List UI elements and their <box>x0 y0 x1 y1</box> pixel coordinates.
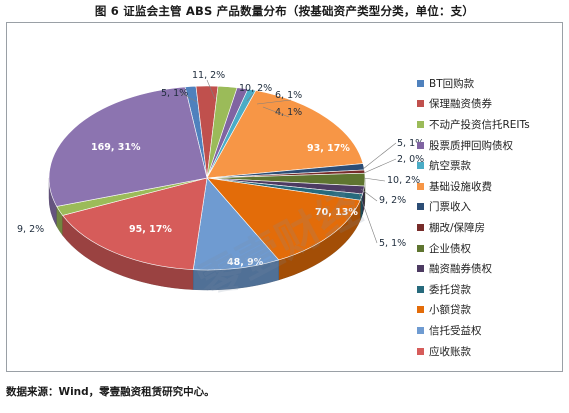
legend-label: 股票质押回购债权 <box>429 139 513 152</box>
legend-label: 融资融券债权 <box>429 263 492 276</box>
legend-swatch <box>417 162 424 170</box>
pie-slice <box>206 177 361 261</box>
legend-label: 门票收入 <box>429 201 471 214</box>
legend-item: 信托受益权 <box>417 320 567 341</box>
leader-line <box>180 92 198 103</box>
legend-item: 股票质押回购债权 <box>417 135 567 156</box>
data-label: 5, 1% <box>397 138 424 149</box>
legend-item: 不动产投资信托REITs <box>417 114 567 135</box>
data-label: 10, 2% <box>239 83 272 94</box>
legend-item: 融资融券债权 <box>417 258 567 279</box>
leader-line <box>206 79 216 100</box>
legend-swatch <box>417 326 424 334</box>
data-label: 6, 1% <box>275 90 302 101</box>
leader-line <box>363 177 386 182</box>
data-label: 93, 17% <box>307 143 350 154</box>
data-label: 95, 17% <box>129 224 172 235</box>
legend-label: 航空票款 <box>429 160 471 173</box>
leader-line <box>360 188 378 202</box>
chart-frame: 5, 1% 11, 2% 10, 2% 6, 1% 4, 1% 93, 17% 5, 1% 2… <box>6 22 563 372</box>
legend-item: 企业债权 <box>417 238 567 259</box>
legend-label: 棚改/保障房 <box>429 221 486 234</box>
legend-label: 保理融资债券 <box>429 98 492 111</box>
legend-label: 企业债权 <box>429 242 471 255</box>
legend-swatch <box>417 285 424 293</box>
legend-label: 基础设施收费 <box>429 180 492 193</box>
legend-swatch <box>417 244 424 252</box>
leader-line <box>256 99 292 105</box>
pie-depth <box>48 177 366 291</box>
data-label: 70, 13% <box>315 207 358 218</box>
legend-item: 航空票款 <box>417 155 567 176</box>
legend-item: 保理融资债券 <box>417 94 567 115</box>
pie-chart: 5, 1%11, 2%10, 2%6, 1%4, 1%93, 17% 5, 1%2… <box>17 70 424 291</box>
legend-item: 委托贷款 <box>417 279 567 300</box>
legend-item: BT回购款 <box>417 73 567 94</box>
legend-item: 棚改/保障房 <box>417 217 567 238</box>
legend-label: 不动产投资信托REITs <box>429 118 530 131</box>
legend-swatch <box>417 100 424 108</box>
data-labels: 5, 1%11, 2%10, 2%6, 1%4, 1%93, 17% 5, 1%2… <box>17 70 424 268</box>
legend-label: 委托贷款 <box>429 283 471 296</box>
leader-line <box>358 192 378 244</box>
legend-label: 信托受益权 <box>429 324 482 337</box>
legend-swatch <box>417 223 424 231</box>
leader-line <box>262 106 290 118</box>
legend-swatch <box>417 306 424 314</box>
legend-label: BT回购款 <box>429 77 475 90</box>
legend-swatch <box>417 79 424 87</box>
legend-item: 小额贷款 <box>417 300 567 321</box>
legend-item: 门票收入 <box>417 197 567 218</box>
figure-title: 图 6 证监会主管 ABS 产品数量分布（按基础资产类型分类，单位：支） <box>94 4 475 18</box>
data-label: 169, 31% <box>91 142 141 153</box>
data-label: 5, 1% <box>379 238 406 249</box>
pie-slice <box>192 177 280 271</box>
leader-line <box>363 158 397 174</box>
legend-swatch <box>417 141 424 149</box>
legend-swatch <box>417 265 424 273</box>
legend-swatch <box>417 347 424 355</box>
legend-swatch <box>417 120 424 128</box>
data-label: 2, 0% <box>397 154 424 165</box>
data-label: 10, 2% <box>387 175 420 186</box>
data-label: 4, 1% <box>275 107 302 118</box>
data-label: 9, 2% <box>17 224 44 235</box>
legend-label: 应收账款 <box>429 345 471 358</box>
data-label: 5, 1% <box>161 88 188 99</box>
leader-line <box>246 93 254 102</box>
legend-item: 基础设施收费 <box>417 176 567 197</box>
legend-swatch <box>417 182 424 190</box>
legend: BT回购款保理融资债券不动产投资信托REITs 股票质押回购债权 航空票款基础设施收… <box>417 73 567 361</box>
leader-line <box>362 142 397 170</box>
pie-slice <box>48 86 208 207</box>
source-note: 数据来源：Wind，零壹融资租赁研究中心。 <box>6 386 215 398</box>
legend-label: 小额贷款 <box>429 304 471 317</box>
legend-swatch <box>417 203 424 211</box>
data-label: 9, 2% <box>379 195 406 206</box>
pie-top <box>48 85 366 271</box>
data-label: 11, 2% <box>192 70 225 81</box>
legend-item: 应收账款 <box>417 341 567 362</box>
pie-slice <box>62 177 208 270</box>
pie-slice <box>206 90 364 179</box>
data-label: 48, 9% <box>227 257 264 268</box>
